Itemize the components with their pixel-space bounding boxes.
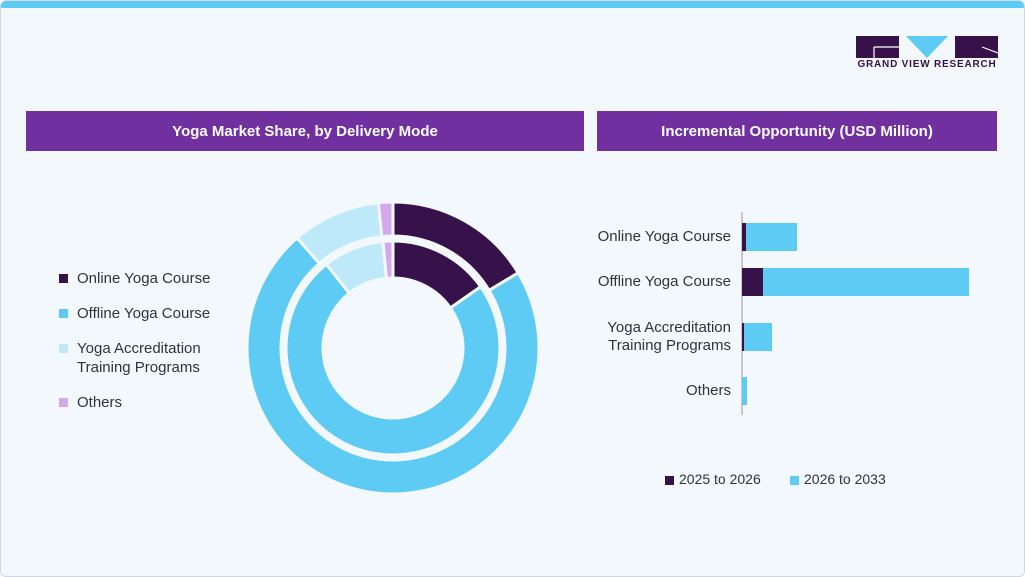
legend-swatch-others xyxy=(59,398,68,407)
bar-yoga-accreditation-training-programs-2025-2026 xyxy=(742,323,744,351)
right-chart-header: Incremental Opportunity (USD Million) xyxy=(597,111,997,151)
bar-legend-2025-2026: 2025 to 2026 xyxy=(679,471,761,487)
bar-category-label-line: Offline Yoga Course xyxy=(597,273,731,290)
legend-offline: Offline Yoga Course xyxy=(77,305,211,322)
legend-swatch-offline xyxy=(59,309,68,318)
bar-online-yoga-course-2026-2033 xyxy=(746,223,797,251)
donut-outer-slice-others xyxy=(376,200,395,239)
bar-others-2026-2033 xyxy=(742,377,747,405)
logo-text: GRAND VIEW RESEARCH xyxy=(857,59,997,70)
bar-category-label: Yoga Accreditation Training Programs xyxy=(581,319,731,355)
bar-category-label-line: Others xyxy=(685,382,731,399)
left-chart-header: Yoga Market Share, by Delivery Mode xyxy=(26,111,584,151)
bar-legend-swatch-2 xyxy=(790,476,799,485)
bar-category-label-line: Yoga Accreditation xyxy=(607,319,731,336)
legend-online: Online Yoga Course xyxy=(77,270,211,287)
bar-yoga-accreditation-training-programs-2026-2033 xyxy=(744,323,772,351)
bar-category-label-line: Online Yoga Course xyxy=(597,228,731,245)
donut-inner-slice-others xyxy=(381,239,395,280)
bar-category-label: Online Yoga Course xyxy=(581,228,731,246)
bar-category-label-line: Training Programs xyxy=(608,337,731,354)
bar-category-label: Offline Yoga Course xyxy=(581,273,731,291)
bar-offline-yoga-course-2026-2033 xyxy=(763,268,969,296)
donut-outer-slice-offline-yoga-course xyxy=(245,235,541,496)
donut-inner-slice-offline-yoga-course xyxy=(284,262,502,457)
bar-category-label: Others xyxy=(581,382,731,400)
legend-swatch-online xyxy=(59,274,68,283)
bar-legend-2026-2033: 2026 to 2033 xyxy=(804,471,886,487)
legend-swatch-accreditation xyxy=(59,344,68,353)
bar-legend-swatch-1 xyxy=(665,476,674,485)
top-accent-bar xyxy=(1,1,1024,8)
legend-accreditation: Yoga Accreditation Training Programs xyxy=(77,340,201,376)
legend-others: Others xyxy=(77,394,123,411)
bar-offline-yoga-course-2025-2026 xyxy=(742,268,763,296)
bar-online-yoga-course-2025-2026 xyxy=(742,223,746,251)
grand-view-research-logo xyxy=(856,36,998,58)
